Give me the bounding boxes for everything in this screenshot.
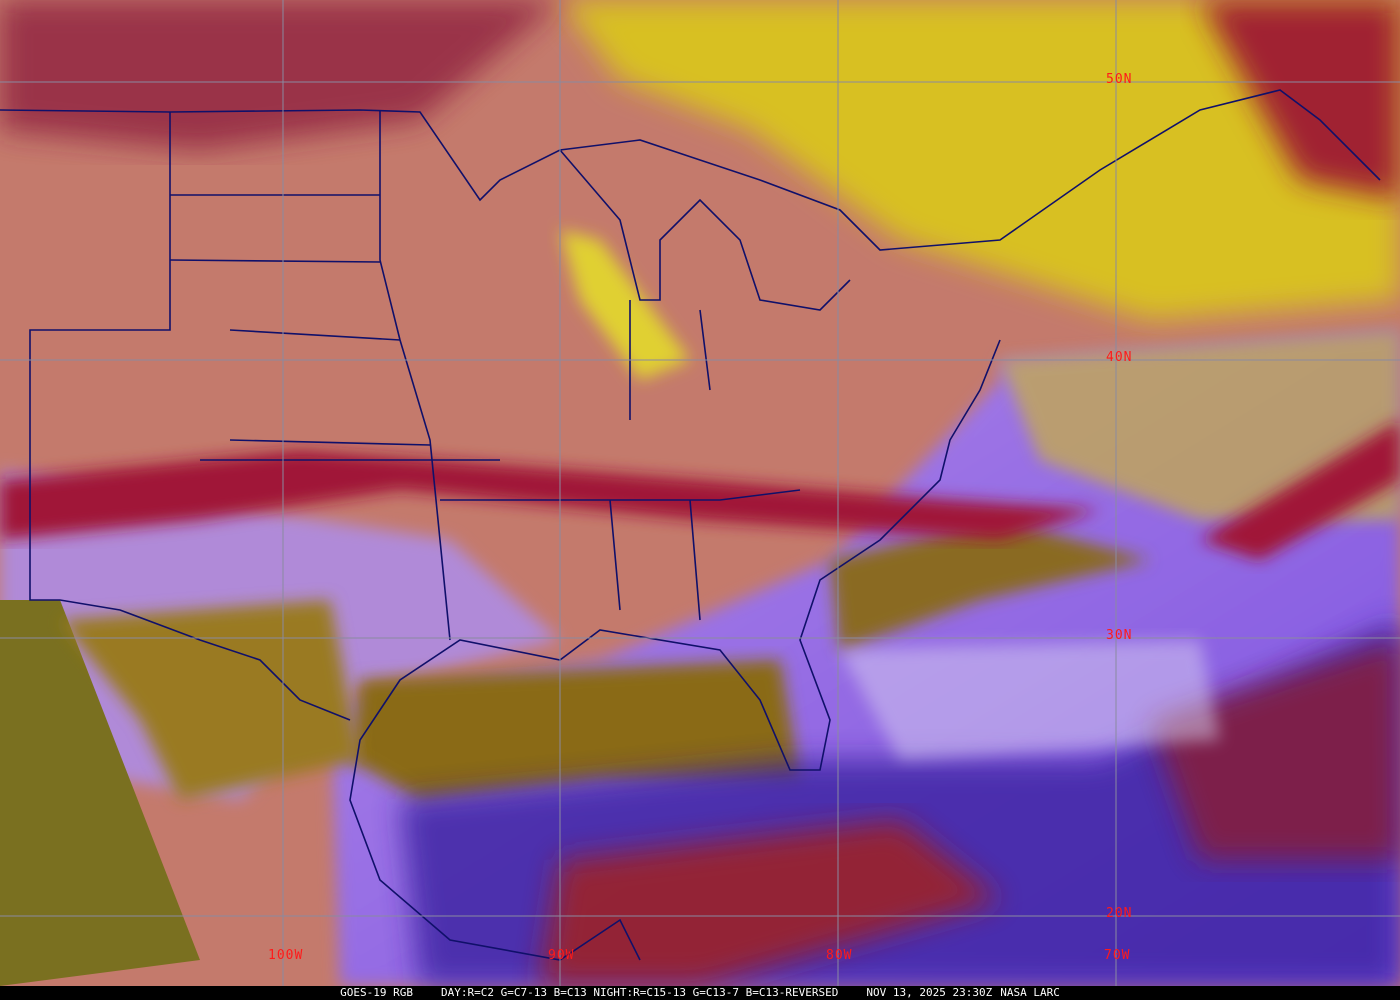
- gulf-warm-water: [350, 660, 800, 800]
- political-boundaries: [0, 89, 1381, 961]
- timestamp: NOV 13, 2025 23:30Z: [866, 986, 993, 999]
- longitude-label-70w: 70W: [1104, 948, 1131, 963]
- image-caption-bar: GOES-19 RGB DAY:R=C2 G=C7-13 B=C13 NIGHT:…: [0, 986, 1400, 1000]
- latitude-label-40n: 40N: [1106, 350, 1133, 365]
- latitude-label-50n: 50N: [1106, 72, 1133, 87]
- credit: NASA LARC: [1000, 986, 1060, 999]
- atlantic-warm-water: [830, 520, 1150, 650]
- western-day-swath: [0, 600, 200, 986]
- satellite-name: GOES-19 RGB: [340, 986, 414, 999]
- longitude-label-90w: 90W: [548, 948, 575, 963]
- atlantic-cold-tops: [1150, 640, 1400, 860]
- mexico-plateau: [60, 600, 360, 800]
- latitude-label-20n: 20N: [1106, 906, 1133, 921]
- rgb-recipe: DAY:R=C2 G=C7-13 B=C13 NIGHT:R=C15-13 G=…: [441, 986, 839, 999]
- lake-effect-cloud: [560, 230, 690, 380]
- frontal-cloud-band: [0, 450, 1100, 540]
- caribbean-cold-tops: [540, 820, 1000, 986]
- longitude-label-100w: 100W: [268, 948, 304, 963]
- northeast-high-cloud: [560, 0, 1400, 320]
- latitude-label-30n: 30N: [1106, 628, 1133, 643]
- atlantic-low-cloud: [840, 640, 1220, 760]
- atlantic-cloud-field: [1000, 330, 1400, 520]
- longitude-label-80w: 80W: [826, 948, 853, 963]
- atlantic-cold-cloud: [1200, 420, 1400, 560]
